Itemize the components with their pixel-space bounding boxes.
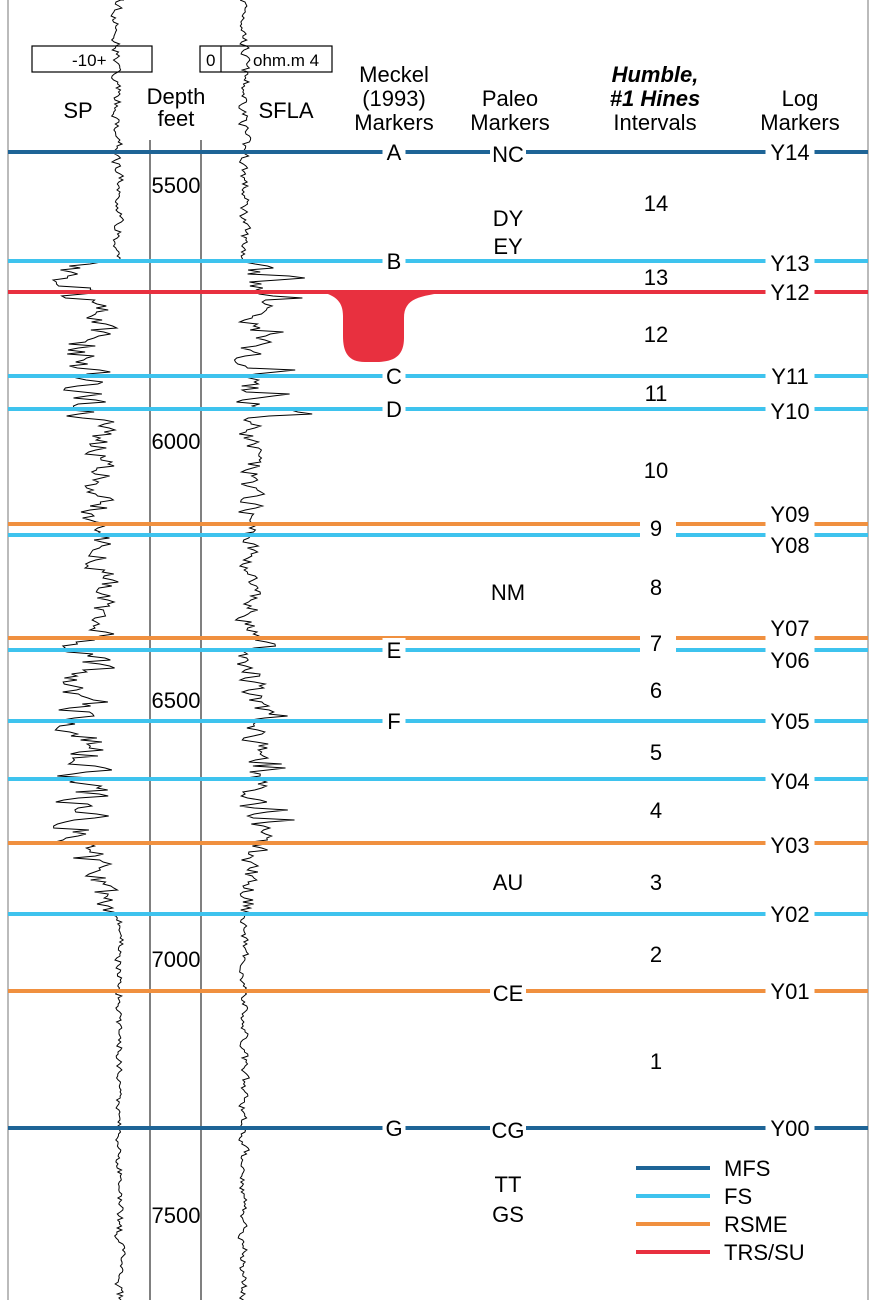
header-sfla: SFLA [258, 98, 313, 123]
log-marker: Y05 [770, 709, 809, 734]
meckel-marker: F [387, 709, 400, 734]
interval-label: 9 [650, 516, 662, 541]
legend-label: FS [724, 1184, 752, 1209]
log-marker: Y02 [770, 902, 809, 927]
log-marker: Y04 [770, 769, 809, 794]
paleo-marker: CG [492, 1118, 525, 1143]
paleo-marker: CE [493, 981, 524, 1006]
interval-label: 2 [650, 942, 662, 967]
interval-numbers: 14 13 12 11 10 9 8 7 6 5 4 3 2 1 [640, 191, 676, 1074]
legend-label: TRS/SU [724, 1240, 805, 1265]
header-humble-line1: Humble, [612, 62, 699, 87]
meckel-marker: B [387, 249, 402, 274]
log-marker: Y13 [770, 251, 809, 276]
paleo-marker: AU [493, 870, 524, 895]
depth-label: 7000 [152, 947, 201, 972]
log-marker: Y00 [770, 1116, 809, 1141]
meckel-marker: D [386, 397, 402, 422]
log-marker: Y06 [770, 648, 809, 673]
paleo-marker: TT [495, 1172, 522, 1197]
header-sp: SP [63, 98, 92, 123]
header-depth-line2: feet [158, 106, 195, 131]
log-marker: Y10 [770, 399, 809, 424]
column-headers: SP Depth feet SFLA Meckel (1993) Markers… [63, 62, 839, 135]
header-paleo-line2: Markers [470, 110, 549, 135]
header-log-line2: Markers [760, 110, 839, 135]
interval-label: 6 [650, 678, 662, 703]
paleo-markers: DY EY NM AU TT GS [488, 206, 532, 1227]
log-marker: Y14 [770, 140, 809, 165]
log-marker: Y09 [770, 502, 809, 527]
interval-label: 3 [650, 870, 662, 895]
interval-label: 8 [650, 575, 662, 600]
depth-label: 7500 [152, 1203, 201, 1228]
paleo-marker: EY [493, 234, 523, 259]
log-marker: Y01 [770, 979, 809, 1004]
sfla-scale-box: 0 ohm.m 4 [199, 45, 333, 73]
header-meckel-line3: Markers [354, 110, 433, 135]
meckel-marker: E [387, 638, 402, 663]
log-marker: Y07 [770, 616, 809, 641]
interval-label: 1 [650, 1049, 662, 1074]
paleo-marker: NM [491, 580, 525, 605]
legend-label: MFS [724, 1156, 770, 1181]
interval-label: 7 [650, 631, 662, 656]
interval-label: 13 [644, 265, 668, 290]
meckel-marker: C [386, 364, 402, 389]
depth-label: 5500 [152, 173, 201, 198]
header-humble-line2: #1 Hines [610, 86, 701, 111]
interval-label: 5 [650, 740, 662, 765]
sfla-scale-zero: 0 [206, 51, 215, 70]
header-meckel-line2: (1993) [362, 86, 426, 111]
header-humble-line3: Intervals [613, 110, 696, 135]
legend-label: RSME [724, 1212, 788, 1237]
log-marker: Y11 [771, 364, 809, 389]
header-paleo-line1: Paleo [482, 86, 538, 111]
interval-label: 11 [645, 381, 668, 406]
paleo-marker: NC [492, 142, 524, 167]
depth-label: 6500 [152, 688, 201, 713]
surface-lines [8, 150, 868, 1130]
sfla-scale-label: ohm.m 4 [253, 51, 319, 70]
paleo-marker: DY [493, 206, 524, 231]
interval-label: 10 [644, 458, 668, 483]
depth-label: 6000 [152, 429, 201, 454]
interval-label: 12 [644, 322, 668, 347]
meckel-marker: G [385, 1116, 402, 1141]
depth-labels: 5500 6000 6500 7000 7500 [152, 170, 201, 1228]
paleo-marker: GS [492, 1202, 524, 1227]
interval-label: 4 [650, 798, 662, 823]
meckel-marker: A [387, 140, 402, 165]
log-marker: Y12 [770, 280, 809, 305]
trs-su-incision-fill [322, 292, 448, 362]
header-log-line1: Log [782, 86, 819, 111]
legend: MFS FS RSME TRS/SU [636, 1156, 805, 1265]
header-depth-line1: Depth [147, 84, 206, 109]
sp-scale-box: -10+ [31, 45, 153, 73]
header-meckel-line1: Meckel [359, 62, 429, 87]
log-marker: Y08 [770, 533, 809, 558]
sp-scale-label: -10+ [72, 51, 107, 70]
interval-label: 14 [644, 191, 668, 216]
log-marker: Y03 [770, 833, 809, 858]
